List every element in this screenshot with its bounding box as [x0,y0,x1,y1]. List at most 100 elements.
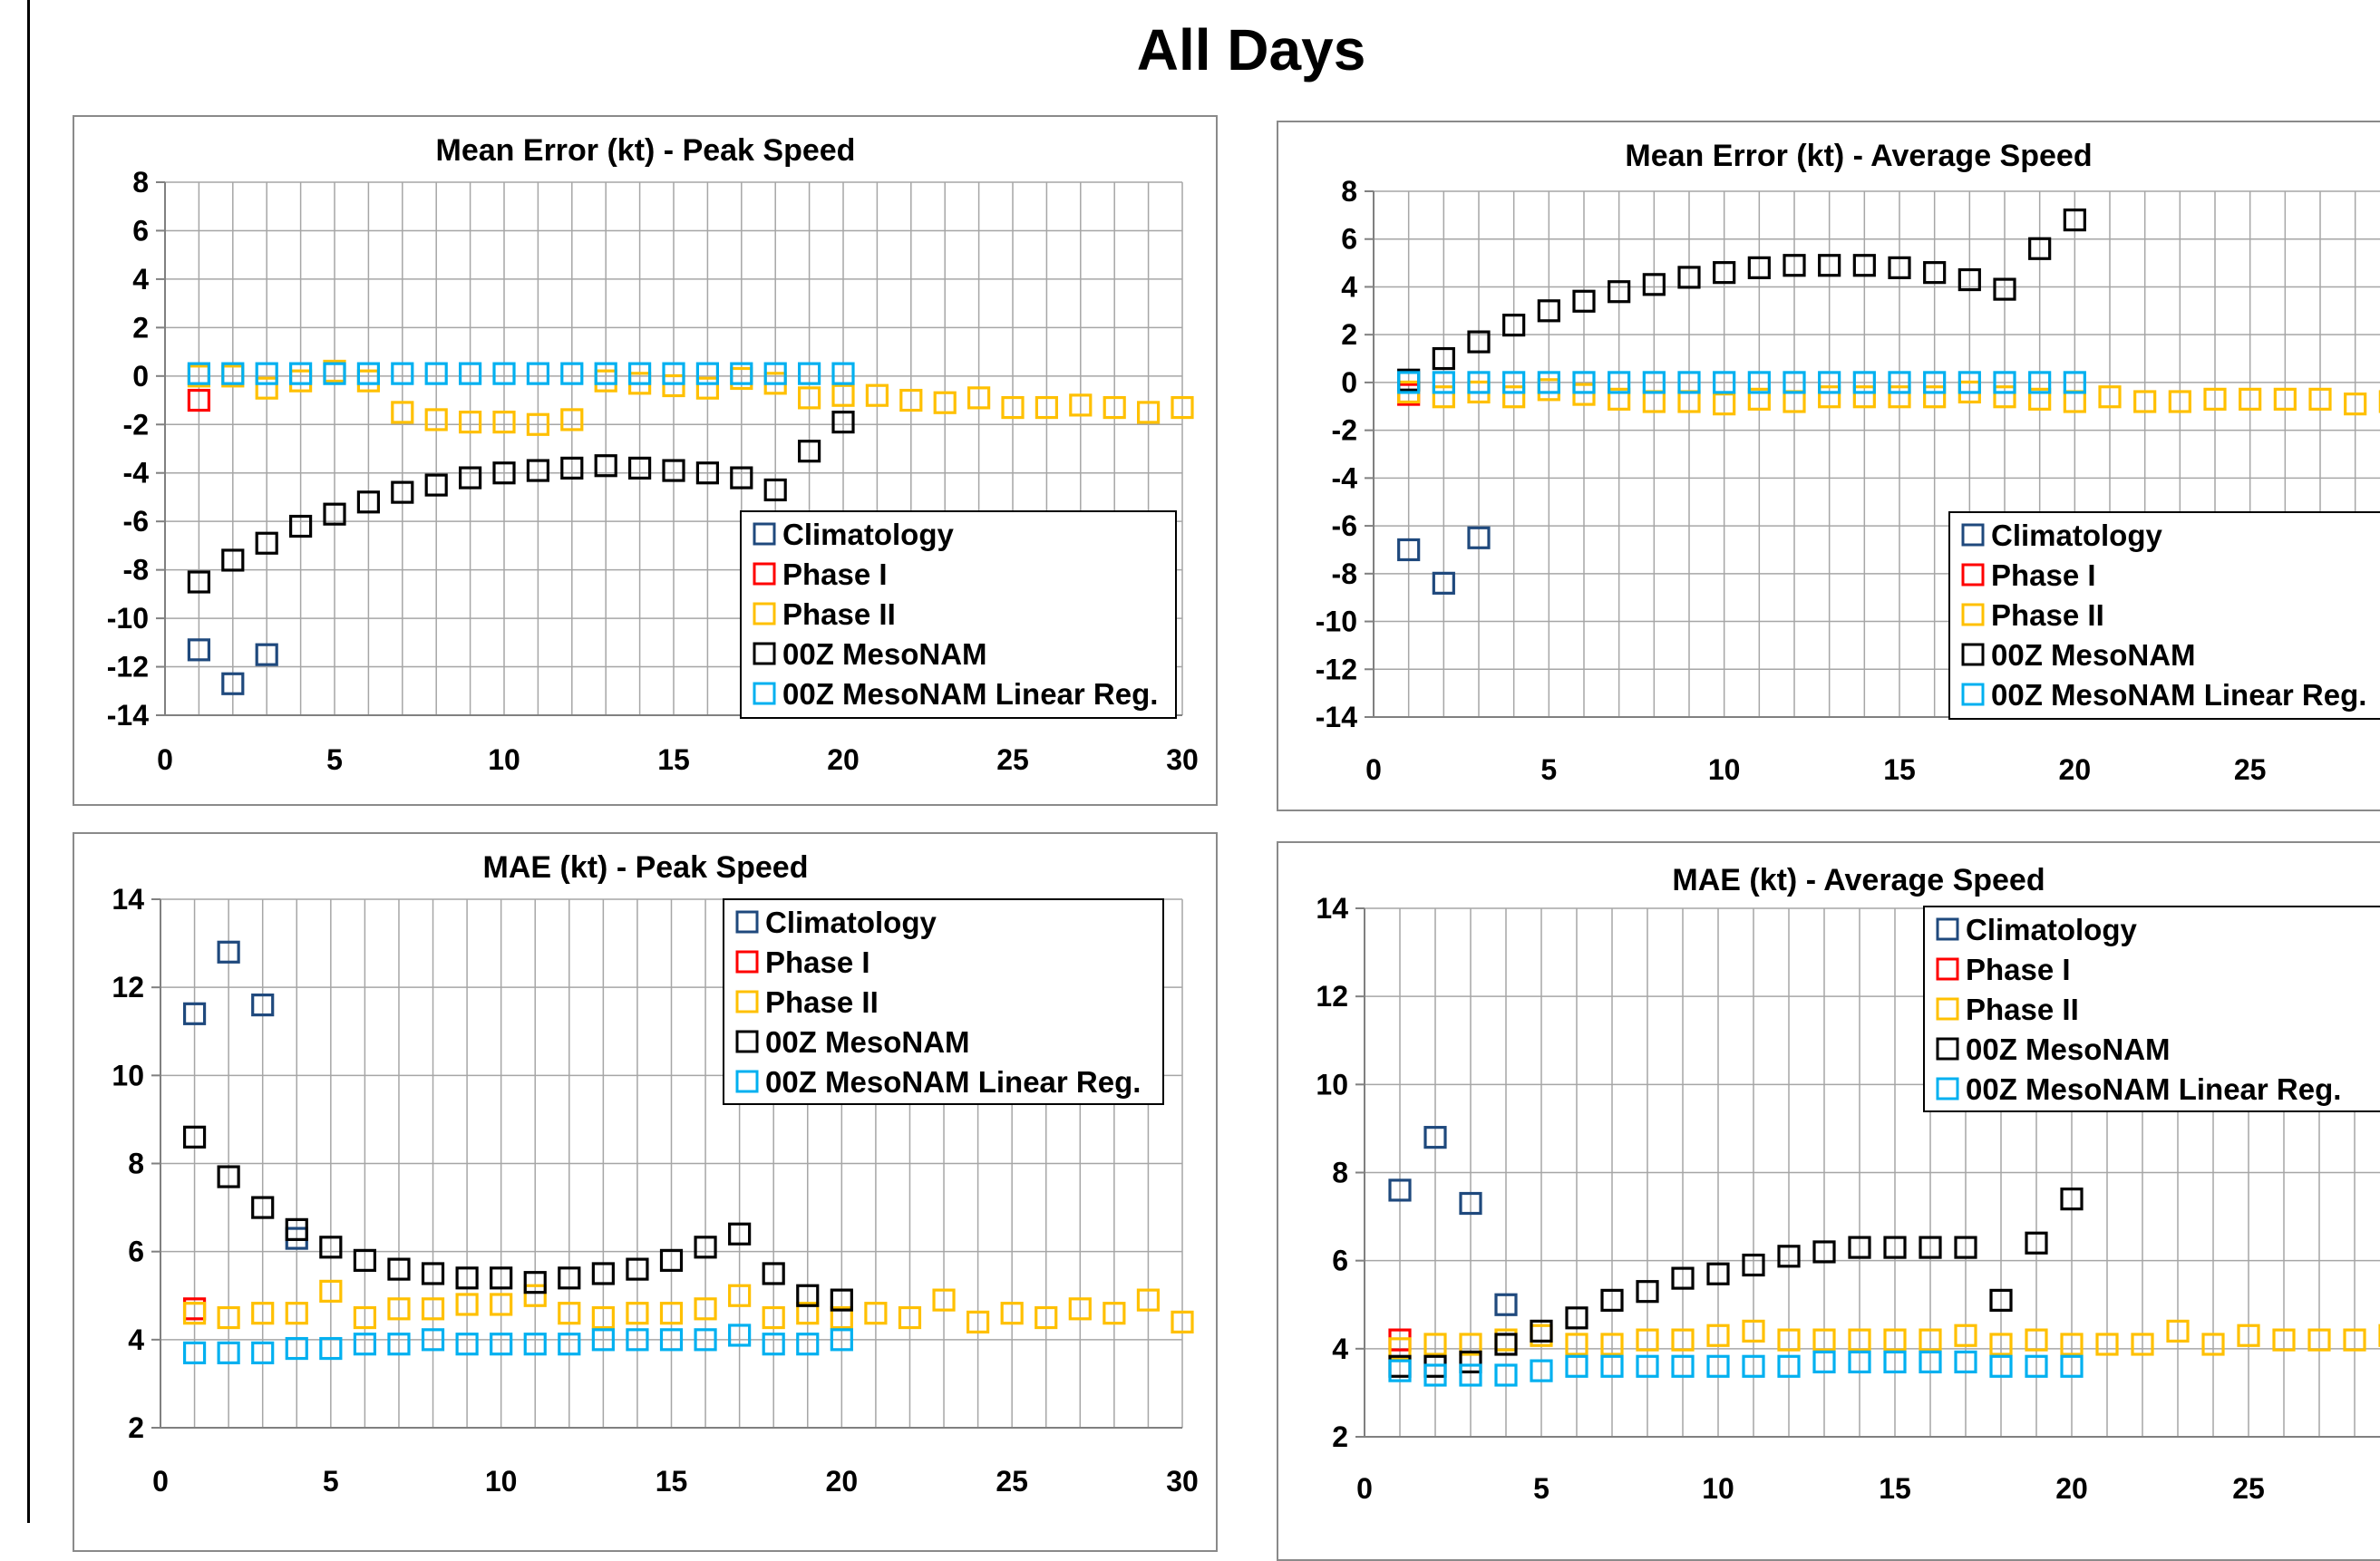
data-point [490,1266,513,1290]
data-point [796,1284,820,1307]
data-point [1989,1333,2013,1356]
data-point [1423,1333,1447,1356]
data-point [523,1284,547,1307]
data-point [560,362,584,385]
data-point [1742,1319,1765,1343]
data-point [1600,1288,1624,1312]
data-point [2307,1328,2331,1352]
data-point [967,386,991,410]
legend-swatch [753,562,776,586]
data-point [831,411,855,434]
data-point [1883,1236,1907,1259]
y-tick-label: -14 [1316,701,1357,733]
legend-swatch [735,950,759,974]
data-point [1989,1288,2013,1312]
data-point [459,411,482,434]
data-point [831,362,855,385]
x-tick-label: 0 [157,743,173,776]
data-point [1467,330,1491,354]
chart-panel-mean-error-average: Mean Error (kt) - Average Speed 8 6 4 2 0 -2 -4… [1277,121,2380,811]
series-00z-mesonam-linear-reg [187,362,855,385]
series-00z-mesonam [1388,1188,2084,1378]
legend-swatch [735,990,759,1013]
data-point [1783,254,1806,277]
data-point [1888,256,1911,279]
chart-mae-average: MAE (kt) - Average Speed 14 12 10 8 6 4 20 5 10 15… [1316,863,2380,1505]
y-tick-label: 2 [132,311,149,344]
data-point [730,362,753,385]
x-tick-label: 25 [996,743,1029,776]
y-tick-label: -12 [107,651,149,684]
series-00z-mesonam-linear-reg [182,1323,853,1365]
legend-swatch [1936,957,1959,981]
data-point [1068,1297,1092,1321]
series-00z-mesonam [1397,208,2086,392]
data-point [289,514,313,538]
legend-swatch [1961,643,1985,666]
data-point [289,362,313,385]
legend-swatch [735,1030,759,1053]
chart-mae-peak: MAE (kt) - Peak Speed 14 12 10 8 6 4 20 5 10 15 20 2… [112,850,1198,1498]
series-climatology [182,940,308,1250]
chart-panel-mae-average: MAE (kt) - Average Speed 14 12 10 8 6 4 2 0 5 10 15… [1277,841,2380,1561]
data-point [695,461,720,485]
data-point [1919,1328,1942,1352]
data-point [1502,385,1526,409]
data-point [728,1222,752,1246]
y-tick-label: -6 [1332,509,1357,542]
data-point [1954,1236,1977,1259]
legend-swatch [735,910,759,934]
data-point [1502,371,1526,394]
data-point [421,1262,445,1285]
data-point [1848,1236,1871,1259]
series-phase-ii [1397,378,2380,416]
data-point [182,1341,207,1365]
data-point [455,1333,479,1356]
y-tick-label: 4 [132,263,149,296]
y-tick-label: 10 [112,1059,144,1091]
data-point [626,1302,649,1325]
data-point [251,1196,275,1219]
data-point [933,391,957,414]
data-point [1812,1240,1836,1264]
legend-label: Phase I [1991,558,2096,592]
data-point [659,1302,684,1325]
data-point [523,1333,547,1356]
data-point [626,1328,649,1352]
data-point [1677,371,1701,394]
data-point [387,1297,411,1321]
y-tick-label: -12 [1316,653,1357,685]
data-point [591,1328,615,1352]
legend-swatch [735,1070,759,1093]
y-tick-label: 8 [132,166,149,199]
y-tick-label: 8 [1341,175,1357,208]
data-point [695,362,720,385]
y-tick-label: 2 [1341,318,1357,351]
data-point [627,362,652,385]
x-tick-label: 25 [2232,1472,2265,1505]
y-tick-label: 10 [1316,1068,1348,1100]
data-point [763,362,787,385]
data-point [1600,1333,1624,1356]
data-point [2028,387,2052,411]
legend-label: Phase II [765,985,879,1019]
data-point [627,456,652,480]
chart-title: MAE (kt) - Average Speed [1672,863,2045,897]
data-point [2063,371,2086,394]
data-point [319,1236,343,1259]
legend-label: Phase II [1966,993,2079,1026]
x-tick-label: 15 [656,1465,688,1498]
data-point [217,940,240,964]
data-point [1919,1236,1942,1259]
legend-label: 00Z MesoNAM [1966,1033,2171,1066]
data-point [424,362,448,385]
data-point [797,440,821,463]
y-tick-label: 12 [1316,980,1348,1013]
data-point [1608,371,1631,394]
data-point [1713,371,1736,394]
data-point [796,1302,820,1325]
data-point [659,1328,684,1352]
data-point [2060,1354,2084,1378]
legend-swatch [1936,997,1959,1021]
series-00z-mesonam [182,1125,853,1312]
